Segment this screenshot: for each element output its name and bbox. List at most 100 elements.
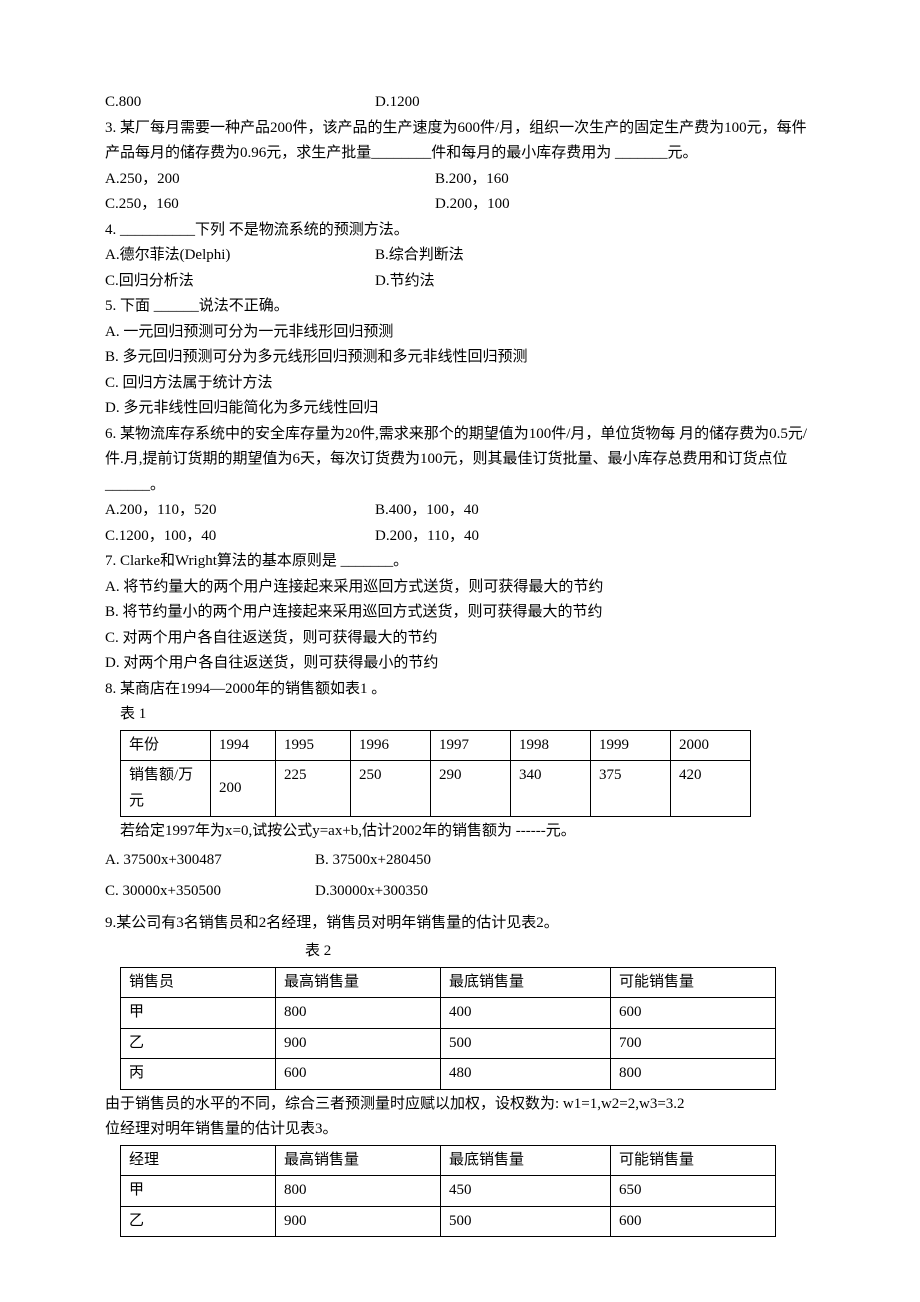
cell: 600 (611, 998, 776, 1029)
q6-row-cd: C.1200，100，40 D.200，110，40 (105, 524, 815, 550)
q3-row-ab: A.250，200 B.200，160 (105, 167, 815, 193)
cell: 290 (431, 761, 511, 817)
q7-text: 7. Clarke和Wright算法的基本原则是 _______。 (105, 549, 815, 575)
q8-post: 若给定1997年为x=0,试按公式y=ax+b,估计2002年的销售额为 ---… (105, 819, 815, 845)
q8-table-caption: 表 1 (120, 702, 815, 728)
q4-opt-d: D.节约法 (375, 269, 815, 295)
table-row: 甲800450650 (121, 1176, 776, 1207)
q9-caption3: 位经理对明年销售量的估计见表3。 (105, 1117, 815, 1143)
table-row: 经理最高销售量最底销售量可能销售量 (121, 1145, 776, 1176)
q4-opt-a: A.德尔菲法(Delphi) (105, 243, 375, 269)
cell: 1998 (511, 730, 591, 761)
q5-text: 5. 下面 ______说法不正确。 (105, 294, 815, 320)
q3-opt-d: D.200，100 (435, 192, 815, 218)
table-row: 甲800400600 (121, 998, 776, 1029)
cell: 700 (611, 1028, 776, 1059)
cell: 800 (276, 1176, 441, 1207)
cell: 1995 (276, 730, 351, 761)
cell: 最高销售量 (276, 1145, 441, 1176)
cell: 经理 (121, 1145, 276, 1176)
cell: 900 (276, 1028, 441, 1059)
q7-opt-d: D. 对两个用户各自往返送货，则可获得最小的节约 (105, 651, 815, 677)
q5-opt-b: B. 多元回归预测可分为多元线形回归预测和多元非线性回归预测 (105, 345, 815, 371)
q9-mid: 由于销售员的水平的不同，综合三者预测量时应赋以加权，设权数为: w1=1,w2=… (105, 1092, 815, 1118)
cell: 最底销售量 (441, 967, 611, 998)
q7-opt-b: B. 将节约量小的两个用户连接起来采用巡回方式送货，则可获得最大的节约 (105, 600, 815, 626)
cell: 最高销售量 (276, 967, 441, 998)
q7-opt-c: C. 对两个用户各自往返送货，则可获得最大的节约 (105, 626, 815, 652)
q6-opt-b: B.400，100，40 (375, 498, 815, 524)
cell: 1996 (351, 730, 431, 761)
cell: 250 (351, 761, 431, 817)
table-row: 丙600480800 (121, 1059, 776, 1090)
q6-opt-c: C.1200，100，40 (105, 524, 375, 550)
cell: 丙 (121, 1059, 276, 1090)
cell: 225 (276, 761, 351, 817)
cell: 500 (441, 1206, 611, 1237)
cell: 乙 (121, 1206, 276, 1237)
q4-opt-c: C.回归分析法 (105, 269, 375, 295)
cell: 480 (441, 1059, 611, 1090)
cell: 1999 (591, 730, 671, 761)
cell: 2000 (671, 730, 751, 761)
q7-opt-a: A. 将节约量大的两个用户连接起来采用巡回方式送货，则可获得最大的节约 (105, 575, 815, 601)
cell: 可能销售量 (611, 1145, 776, 1176)
q8-table: 年份 1994 1995 1996 1997 1998 1999 2000 销售… (120, 730, 751, 818)
cell: 650 (611, 1176, 776, 1207)
cell: 最底销售量 (441, 1145, 611, 1176)
q8-opt-c: C. 30000x+350500 (105, 879, 315, 905)
q2-options-cd: C.800 D.1200 (105, 90, 815, 116)
cell: 900 (276, 1206, 441, 1237)
table-row: 年份 1994 1995 1996 1997 1998 1999 2000 (121, 730, 751, 761)
q3-opt-b: B.200，160 (435, 167, 815, 193)
table-row: 销售额/万元 200 225 250 290 340 375 420 (121, 761, 751, 817)
q5-opt-c: C. 回归方法属于统计方法 (105, 371, 815, 397)
cell: 375 (591, 761, 671, 817)
cell: 可能销售量 (611, 967, 776, 998)
q8-row-ab: A. 37500x+300487 B. 37500x+280450 (105, 845, 815, 877)
cell: 销售额/万元 (121, 761, 211, 817)
q8-opt-b: B. 37500x+280450 (315, 848, 815, 874)
q5-opt-d: D. 多元非线性回归能简化为多元线性回归 (105, 396, 815, 422)
cell: 年份 (121, 730, 211, 761)
q9-table2-caption: 表 2 (105, 939, 815, 965)
q8-row-cd: C. 30000x+350500 D.30000x+300350 (105, 876, 815, 908)
cell: 340 (511, 761, 591, 817)
cell: 200 (211, 761, 276, 817)
cell: 450 (441, 1176, 611, 1207)
cell: 400 (441, 998, 611, 1029)
cell: 800 (611, 1059, 776, 1090)
cell: 销售员 (121, 967, 276, 998)
cell: 800 (276, 998, 441, 1029)
q3-text: 3. 某厂每月需要一种产品200件，该产品的生产速度为600件/月，组织一次生产… (105, 116, 815, 167)
cell: 500 (441, 1028, 611, 1059)
q8-opt-d: D.30000x+300350 (315, 879, 815, 905)
q4-opt-b: B.综合判断法 (375, 243, 815, 269)
q4-text: 4. __________下列 不是物流系统的预测方法。 (105, 218, 815, 244)
q9-text: 9.某公司有3名销售员和2名经理，销售员对明年销售量的估计见表2。 (105, 908, 815, 940)
q5-opt-a: A. 一元回归预测可分为一元非线形回归预测 (105, 320, 815, 346)
table-row: 乙900500600 (121, 1206, 776, 1237)
q8-opt-a: A. 37500x+300487 (105, 848, 315, 874)
cell: 420 (671, 761, 751, 817)
q6-row-ab: A.200，110，520 B.400，100，40 (105, 498, 815, 524)
q3-opt-a: A.250，200 (105, 167, 435, 193)
q6-text: 6. 某物流库存系统中的安全库存量为20件,需求来那个的期望值为100件/月，单… (105, 422, 815, 499)
q2-opt-c: C.800 (105, 90, 375, 116)
cell: 1994 (211, 730, 276, 761)
q3-row-cd: C.250，160 D.200，100 (105, 192, 815, 218)
q6-opt-d: D.200，110，40 (375, 524, 815, 550)
q9-table2: 销售员最高销售量最底销售量可能销售量甲800400600乙900500700丙6… (120, 967, 776, 1090)
cell: 1997 (431, 730, 511, 761)
cell: 甲 (121, 1176, 276, 1207)
table-row: 销售员最高销售量最底销售量可能销售量 (121, 967, 776, 998)
cell: 甲 (121, 998, 276, 1029)
q8-text: 8. 某商店在1994—2000年的销售额如表1 。 (105, 677, 815, 703)
q2-opt-d: D.1200 (375, 90, 815, 116)
table-row: 乙900500700 (121, 1028, 776, 1059)
q9-table3: 经理最高销售量最底销售量可能销售量甲800450650乙900500600 (120, 1145, 776, 1238)
q4-row-cd: C.回归分析法 D.节约法 (105, 269, 815, 295)
q6-opt-a: A.200，110，520 (105, 498, 375, 524)
cell: 600 (276, 1059, 441, 1090)
cell: 乙 (121, 1028, 276, 1059)
